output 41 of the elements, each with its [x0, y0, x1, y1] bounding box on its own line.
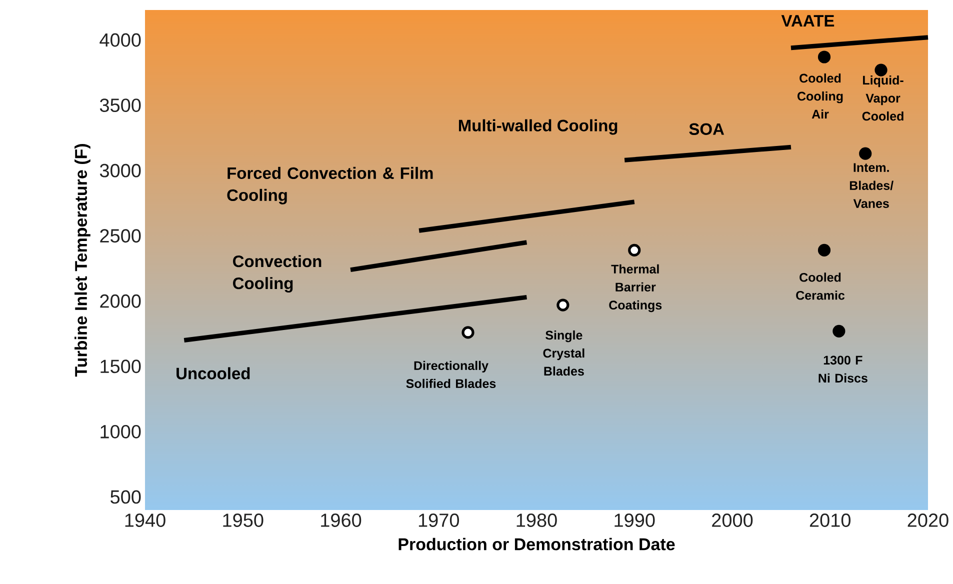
text: Cooled Ceramic [796, 272, 845, 300]
text: Directionally Solified Blades [406, 360, 496, 388]
x-tick-label: 1940 [125, 514, 166, 527]
y-tick-label: 1000 [100, 424, 141, 438]
x-axis-title: Production or Demonstration Date [398, 538, 675, 550]
series-label: Forced Convection & Film Cooling [227, 166, 433, 204]
x-tick-label: 2000 [712, 514, 753, 527]
point [818, 50, 831, 64]
point [832, 324, 846, 338]
point [859, 147, 872, 160]
y-axis-title: Turbine Inlet Temperature (F) [74, 144, 90, 377]
text: 1300 F Ni Discs [818, 356, 868, 383]
point [874, 64, 888, 76]
series-label: Convection Cooling [233, 255, 322, 293]
series-label: SOA [689, 123, 724, 135]
y-tick-label: 2500 [100, 229, 141, 243]
series-label: Uncooled [176, 367, 250, 380]
series-label: Intem. Blades/ Vanes [850, 163, 894, 208]
y-tick-label: 2000 [100, 294, 141, 308]
point [628, 244, 641, 257]
x-tick-label: 2010 [810, 514, 851, 527]
y-tick-label: 500 [110, 490, 141, 504]
point [818, 244, 831, 257]
y-tick-label: 4000 [100, 33, 141, 47]
series-label: Liquid-Vapor Cooled [862, 75, 904, 121]
x-tick-label: 1950 [223, 514, 264, 527]
y-tick-label: 3500 [100, 98, 141, 112]
y-tick-label: 1500 [100, 360, 141, 374]
x-tick-label: 1960 [321, 514, 362, 527]
series-label: Cooled Cooling Air [798, 73, 843, 119]
x-tick-label: 2020 [908, 514, 948, 527]
series-label: Thermal Barrier Coatings [609, 264, 662, 312]
annotation: Multi-walled Cooling [458, 119, 618, 135]
point [556, 298, 570, 312]
series-label: VAATE [781, 15, 834, 27]
x-tick-label: 1980 [516, 514, 557, 527]
x-tick-label: 1970 [418, 514, 460, 527]
text: Single Crystal Blades [543, 330, 584, 376]
y-tick-label: 3000 [100, 164, 141, 178]
point [462, 326, 474, 339]
x-tick-label: 1990 [614, 514, 655, 527]
